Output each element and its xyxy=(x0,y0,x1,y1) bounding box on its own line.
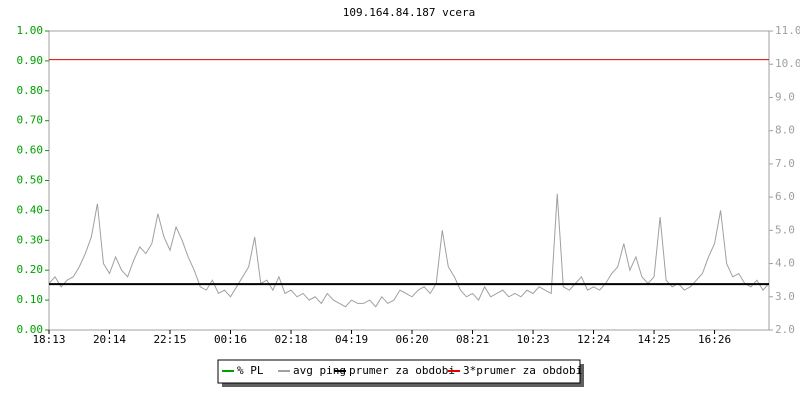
y2-tick-label: 11.0 xyxy=(775,24,800,37)
y-tick-label: 0.50 xyxy=(17,174,44,187)
legend-label: avg ping xyxy=(293,364,346,377)
x-tick-label: 20:14 xyxy=(93,333,126,346)
x-tick-label: 22:15 xyxy=(153,333,186,346)
y-tick-label: 0.70 xyxy=(17,114,44,127)
ping-line xyxy=(48,193,770,308)
y-tick-label: 0.30 xyxy=(17,233,44,246)
y-tick-label: 0.60 xyxy=(17,144,44,157)
legend-label: prumer za obdobi xyxy=(349,364,455,377)
legend-box xyxy=(217,359,581,384)
y2-tick-label: 7.0 xyxy=(775,157,795,170)
x-tick-label: 12:24 xyxy=(577,333,610,346)
y2-tick-label: 8.0 xyxy=(775,124,795,137)
legend-label: 3*prumer za obdobi xyxy=(463,364,582,377)
x-tick-label: 08:21 xyxy=(456,333,489,346)
x-tick-label: 16:26 xyxy=(698,333,731,346)
y-tick-label: 1.00 xyxy=(17,24,44,37)
x-tick-label: 18:13 xyxy=(32,333,65,346)
y-tick-label: 0.10 xyxy=(17,293,44,306)
y2-tick-label: 9.0 xyxy=(775,90,795,103)
legend-label: % PL xyxy=(237,364,264,377)
y2-tick-label: 2.0 xyxy=(775,323,795,336)
x-tick-label: 04:19 xyxy=(335,333,368,346)
y2-tick-label: 3.0 xyxy=(775,290,795,303)
y-tick-label: 0.90 xyxy=(17,54,44,67)
y-tick-label: 0.40 xyxy=(17,203,44,216)
x-tick-label: 00:16 xyxy=(214,333,247,346)
x-tick-label: 02:18 xyxy=(274,333,307,346)
y2-tick-label: 6.0 xyxy=(775,190,795,203)
chart-title: 109.164.84.187 vcera xyxy=(343,6,475,19)
y-tick-label: 0.20 xyxy=(17,263,44,276)
x-tick-label: 14:25 xyxy=(637,333,670,346)
y2-tick-label: 4.0 xyxy=(775,257,795,270)
x-tick-label: 10:23 xyxy=(516,333,549,346)
y-tick-label: 0.80 xyxy=(17,84,44,97)
x-tick-label: 06:20 xyxy=(395,333,428,346)
y2-tick-label: 5.0 xyxy=(775,223,795,236)
y-tick-label: 0.00 xyxy=(17,323,44,336)
y2-tick-label: 10.0 xyxy=(775,57,800,70)
